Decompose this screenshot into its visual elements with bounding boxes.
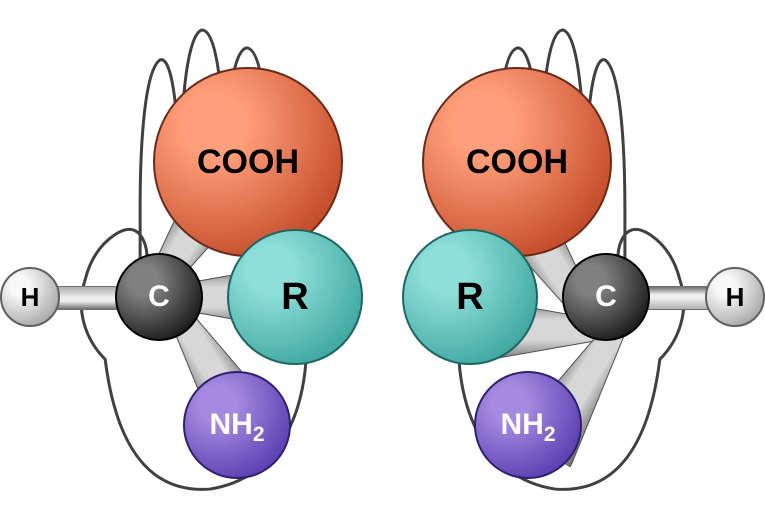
left-r-sphere: R <box>227 229 363 365</box>
left-h-sphere: H <box>0 267 60 327</box>
right-h-label: H <box>726 282 745 313</box>
chirality-diagram: COOH R NH2 H C COOH R NH2 H C <box>0 0 765 519</box>
left-c-label: C <box>148 280 170 314</box>
right-c-sphere: C <box>562 253 650 341</box>
right-r-sphere: R <box>402 229 538 365</box>
left-h-label: H <box>21 282 40 313</box>
right-cooh-label: COOH <box>466 143 568 182</box>
right-h-sphere: H <box>705 267 765 327</box>
left-nh2-sphere: NH2 <box>183 371 291 479</box>
right-c-label: C <box>595 280 617 314</box>
left-cooh-label: COOH <box>197 143 299 182</box>
right-r-label: R <box>456 276 483 319</box>
left-r-label: R <box>281 276 308 319</box>
left-nh2-label: NH2 <box>209 408 264 442</box>
right-nh2-label: NH2 <box>500 408 555 442</box>
right-nh2-sphere: NH2 <box>474 371 582 479</box>
left-cooh-sphere: COOH <box>153 67 343 257</box>
left-c-sphere: C <box>115 253 203 341</box>
right-cooh-sphere: COOH <box>422 67 612 257</box>
